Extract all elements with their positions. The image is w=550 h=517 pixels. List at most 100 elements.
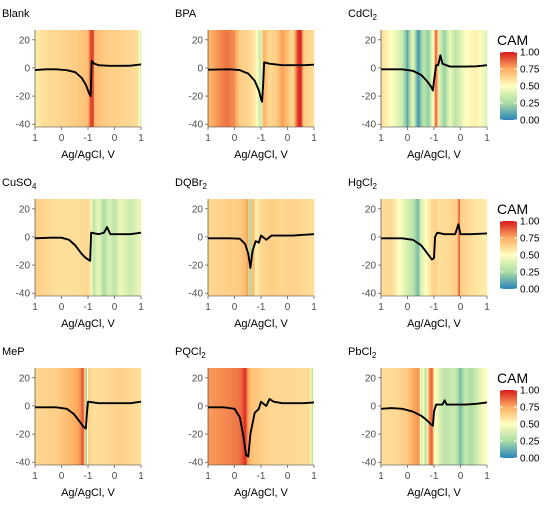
heat-strip [393,368,396,465]
heat-strip [35,199,37,296]
heat-strip [456,30,458,127]
heat-strip [216,199,218,296]
cam-curve-line [34,226,142,262]
heat-strip [67,368,70,465]
heat-strip [399,30,402,127]
heat-strip [91,199,94,296]
heat-strip [50,30,52,127]
x-axis-label: Ag/AgCl, V [234,318,288,330]
heat-strip [223,368,225,465]
y-tick-label: -20 [16,261,31,272]
heat-strip [465,199,468,296]
heat-strip [112,368,115,465]
panel-title: HgCl2 [348,177,377,191]
heat-strip [435,30,437,127]
heat-strip [92,199,95,296]
heat-strip [257,368,259,465]
heat-strip [277,199,280,296]
heat-strip [483,30,485,127]
legend-tick-label: 0.00 [520,285,540,296]
heat-strip [395,368,397,465]
heat-strip [282,30,284,127]
heat-strip [85,199,88,296]
x-tick-label: 0 [112,471,118,482]
heat-strip [288,199,290,296]
heat-strip [265,368,268,465]
heat-strip [99,199,102,296]
y-tick-label: -40 [16,120,31,131]
heat-strip [210,199,212,296]
y-tick-label: 20 [365,373,377,384]
heat-strip [413,199,416,296]
heat-strip [445,368,448,465]
heat-strip [425,30,428,127]
x-tick-label: -1 [257,133,266,144]
heat-strip [43,368,45,465]
panel-title-subscript: 2 [201,351,206,360]
heat-strip [70,199,72,296]
heat-strip [458,30,461,127]
heat-strip [240,199,243,296]
heat-strip [299,30,302,127]
legend-tick-label: 1.00 [520,386,540,397]
heat-strip [283,30,285,127]
heat-strip [213,368,216,465]
heat-strip [80,199,83,296]
heat-strip [263,199,265,296]
legend-title: CAM [497,32,528,48]
heat-strip [438,199,441,296]
heat-strip [305,368,308,465]
x-tick-label: 1 [311,302,317,313]
heat-strip [115,368,117,465]
heat-strip [51,199,54,296]
cam-curve-line [380,399,488,427]
heat-strip [64,30,66,127]
heat-strip [46,199,49,296]
heat-strip [38,199,41,296]
heat-strip [244,368,247,465]
heat-strip [228,30,230,127]
heat-strip [116,199,118,296]
heat-strip [79,368,82,465]
heat-strip [265,30,268,127]
heat-strip [258,368,261,465]
heat-strip [235,199,237,296]
heat-strip [309,368,311,465]
heat-strip [478,30,481,127]
heat-strip [298,368,301,465]
heat-strip [83,199,85,296]
heat-strip [398,368,401,465]
heat-strip [111,199,114,296]
x-axis-label: Ag/AgCl, V [61,318,115,330]
heat-strip [461,30,463,127]
heat-strip [438,368,441,465]
heat-strip [64,368,66,465]
heat-strip [109,368,111,465]
heat-strip [209,368,211,465]
y-tick-label: 20 [19,373,31,384]
heat-strip [470,199,473,296]
heat-strip [479,368,482,465]
heat-strip [78,199,81,296]
y-tick-label: -20 [189,92,204,103]
y-tick-label: -40 [189,289,204,300]
heat-strip [381,199,383,296]
heat-strip [419,30,422,127]
heat-strip [250,30,252,127]
heat-strip [98,199,101,296]
heat-strip [215,368,217,465]
heat-strip [237,30,239,127]
heat-strip [120,368,123,465]
x-tick-label: 0 [285,133,291,144]
heat-strip [445,30,448,127]
heat-strip [40,199,43,296]
heat-strip [454,30,456,127]
heat-strip [270,199,272,296]
heat-strip [283,199,285,296]
heat-strip [42,368,44,465]
